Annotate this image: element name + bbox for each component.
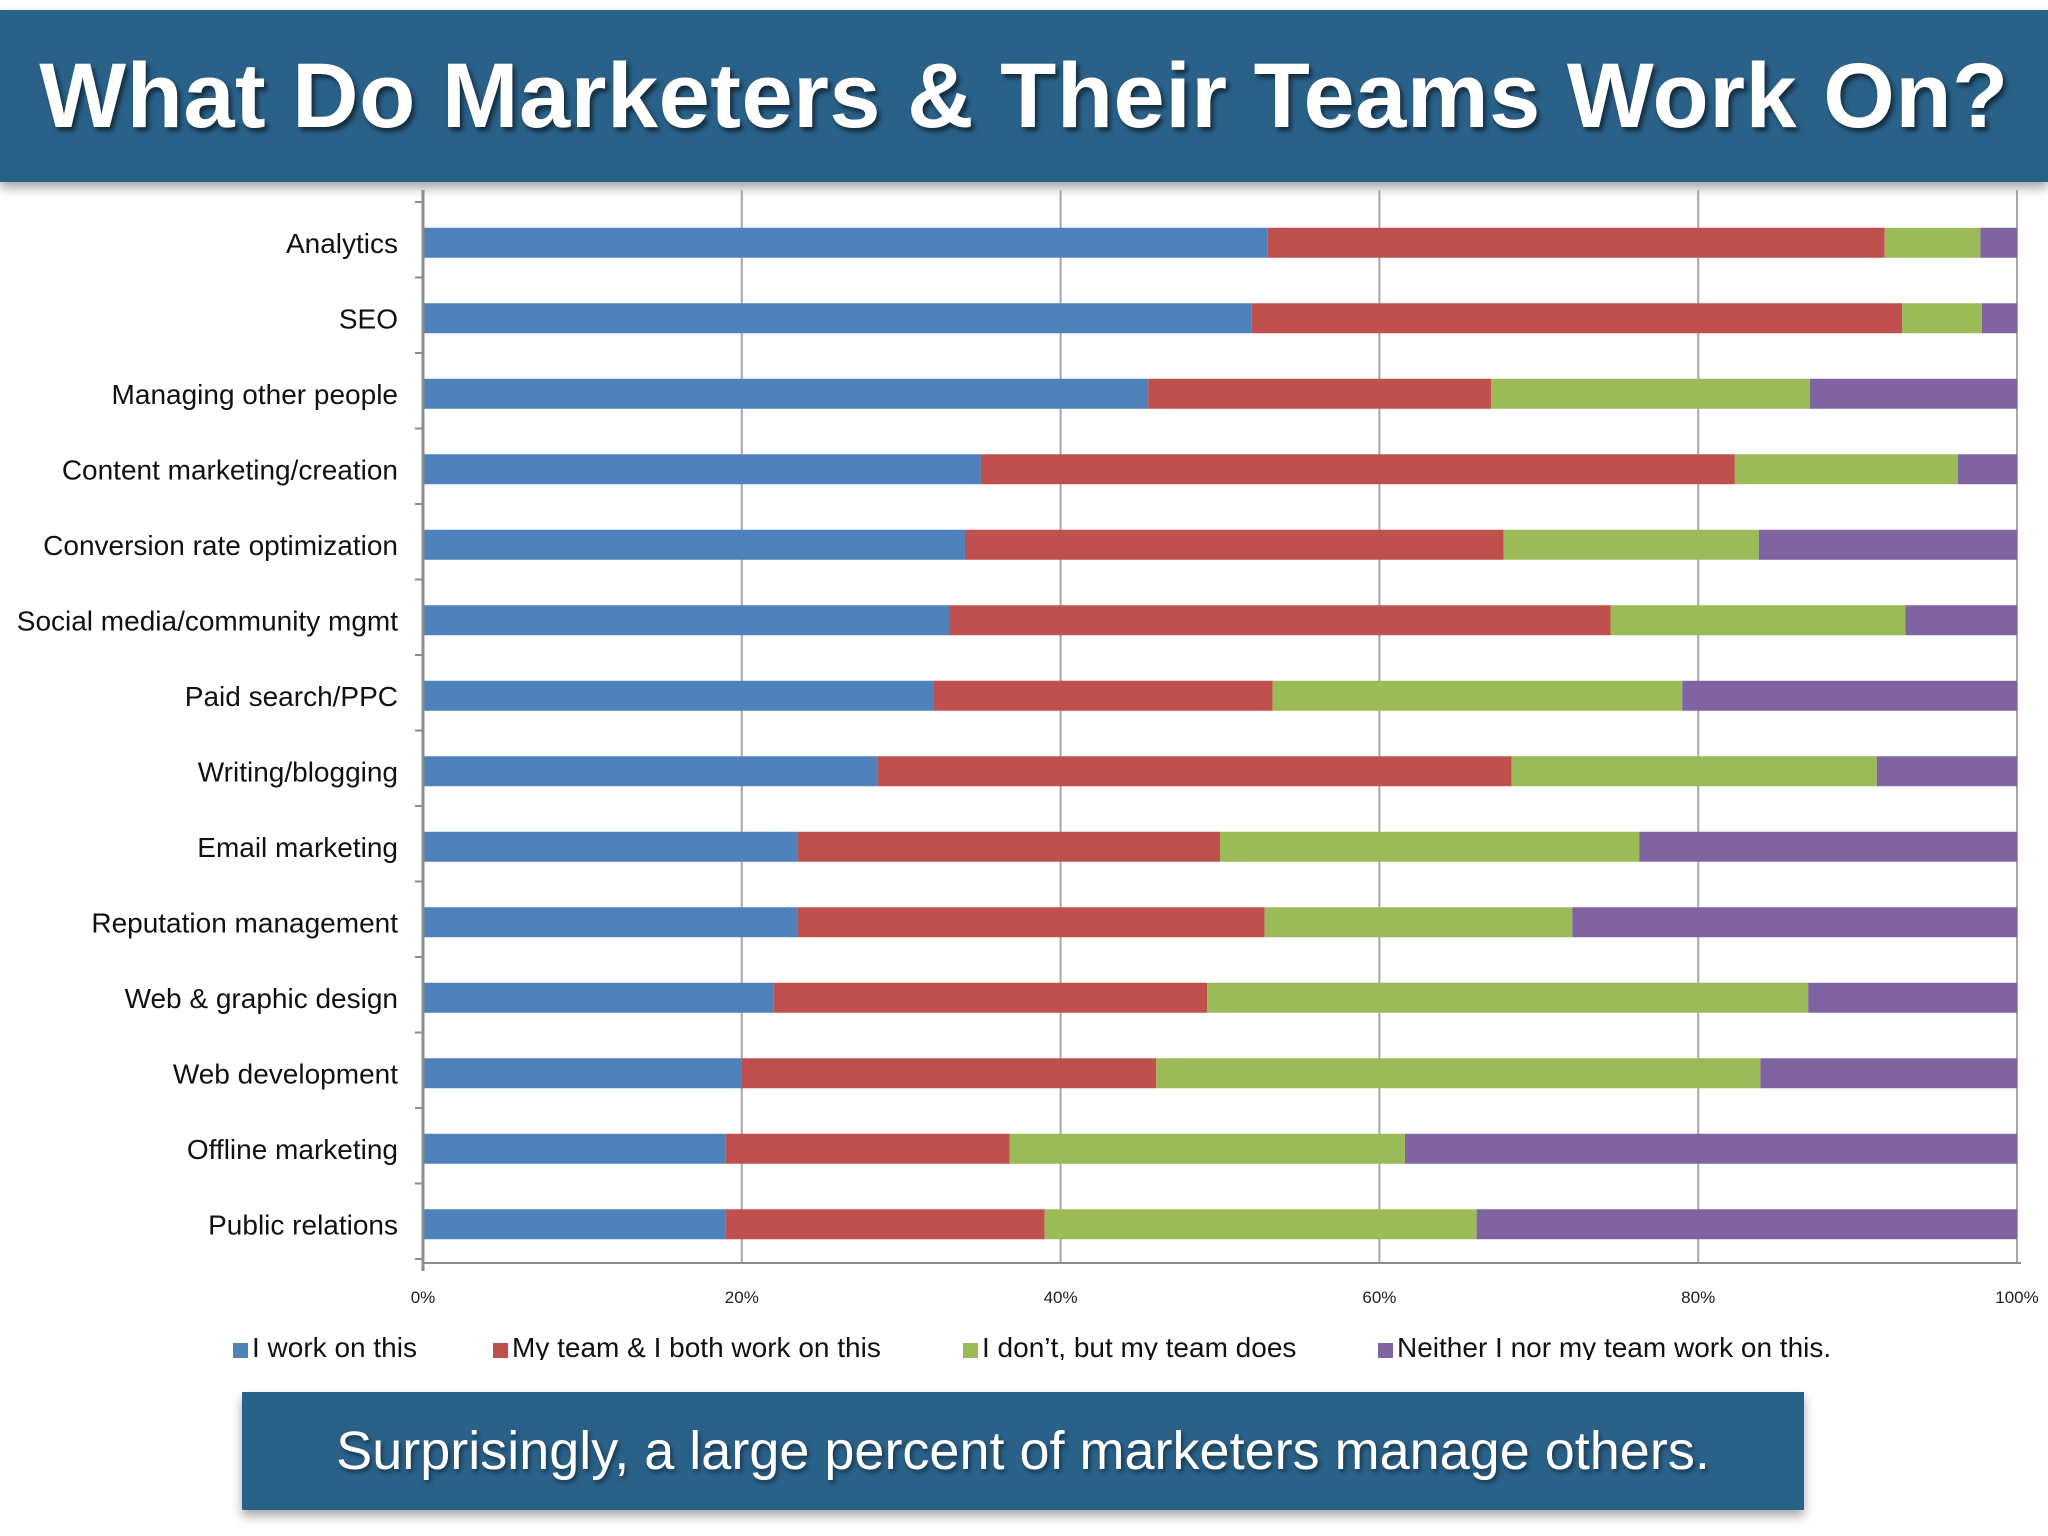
bar-segment [877, 756, 1512, 787]
gridlines [740, 190, 2018, 1263]
title-banner: What Do Marketers & Their Teams Work On? [0, 10, 2048, 182]
bar-segment [423, 605, 950, 636]
bar-segment [1511, 756, 1877, 787]
bar-segment [423, 303, 1252, 334]
caption-text: Surprisingly, a large percent of markete… [336, 1421, 1710, 1481]
bar-segment [1682, 680, 2017, 711]
bar-segment [1009, 1133, 1405, 1164]
bars [423, 227, 2017, 1240]
bar-segment [423, 227, 1268, 258]
bar-segment [1572, 907, 2017, 938]
category-label: SEO [339, 303, 398, 334]
x-tick-label: 20% [725, 1288, 759, 1307]
bar-segment [1981, 303, 2017, 334]
bar-segment [725, 1133, 1010, 1164]
bar-segment [1148, 378, 1491, 409]
bar-segment [1207, 982, 1809, 1013]
bar-segment [1490, 378, 1810, 409]
bar-segment [1760, 1058, 2017, 1089]
bar-segment [423, 378, 1149, 409]
category-label: Offline marketing [187, 1134, 398, 1165]
bar-segment [725, 1209, 1045, 1240]
legend-swatch [233, 1343, 248, 1358]
category-label: Reputation management [91, 907, 398, 938]
bar-segment [1639, 831, 2017, 862]
bar-segment [773, 982, 1208, 1013]
bar-segment [1044, 1209, 1477, 1240]
stacked-bar-chart: Analytics SEO Managing other people Content… [17, 190, 2039, 1360]
bar-segment [1220, 831, 1640, 862]
x-tick-label: 80% [1681, 1288, 1715, 1307]
legend-label: I work on this [252, 1332, 417, 1360]
category-labels: Analytics SEO Managing other people Content… [17, 228, 398, 1241]
caption-box: Surprisingly, a large percent of markete… [242, 1392, 1804, 1510]
x-tick-label: 40% [1044, 1288, 1078, 1307]
bar-segment [1809, 378, 2017, 409]
bar-segment [1980, 227, 2017, 258]
bar-segment [423, 907, 798, 938]
bar-segment [1876, 756, 2017, 787]
category-label: Public relations [208, 1209, 398, 1240]
bar-segment [1272, 680, 1683, 711]
bar-segment [1905, 605, 2017, 636]
bar-segment [1503, 529, 1759, 560]
legend-label: Neither I nor my team work on this. [1397, 1332, 1831, 1360]
legend: I work on this My team & I both work on t… [233, 1332, 1831, 1360]
legend-label: I don’t, but my team does [982, 1332, 1296, 1360]
bar-segment [980, 454, 1735, 485]
category-label: Web & graphic design [125, 983, 398, 1014]
legend-swatch [963, 1343, 978, 1358]
bar-segment [1902, 303, 1982, 334]
bar-segment [423, 831, 798, 862]
bar-segment [1758, 529, 2017, 560]
category-label: Writing/blogging [198, 756, 398, 787]
bar-segment [423, 1058, 742, 1089]
category-label: Web development [173, 1058, 398, 1089]
category-label: Social media/community mgmt [17, 605, 398, 636]
bar-segment [1808, 982, 2017, 1013]
bar-segment [1734, 454, 1959, 485]
bar-segment [933, 680, 1273, 711]
bar-segment [1404, 1133, 2017, 1164]
x-tick-label: 100% [1995, 1288, 2038, 1307]
page-title: What Do Marketers & Their Teams Work On? [39, 44, 2009, 147]
bar-segment [964, 529, 1504, 560]
bar-segment [1884, 227, 1981, 258]
axes: 0% 20% 40% 60% 80% 100% [411, 190, 2039, 1307]
category-label: Conversion rate optimization [43, 530, 398, 561]
bar-segment [1251, 303, 1903, 334]
bar-segment [423, 529, 965, 560]
category-label: Analytics [286, 228, 398, 259]
bar-segment [423, 982, 774, 1013]
bar-segment [423, 1133, 726, 1164]
bar-segment [1476, 1209, 2017, 1240]
bar-segment [423, 1209, 726, 1240]
category-label: Paid search/PPC [185, 681, 398, 712]
category-label: Managing other people [112, 379, 398, 410]
bar-segment [423, 756, 878, 787]
x-tick-label: 60% [1362, 1288, 1396, 1307]
legend-swatch [1378, 1343, 1393, 1358]
bar-segment [1958, 454, 2017, 485]
bar-segment [949, 605, 1611, 636]
bar-segment [1267, 227, 1885, 258]
bar-segment [1156, 1058, 1761, 1089]
legend-swatch [493, 1343, 508, 1358]
bar-segment [797, 907, 1265, 938]
bar-segment [1264, 907, 1573, 938]
bar-segment [423, 680, 934, 711]
category-label: Email marketing [197, 832, 398, 863]
bar-segment [1610, 605, 1906, 636]
bar-segment [797, 831, 1220, 862]
bar-segment [741, 1058, 1157, 1089]
x-tick-label: 0% [411, 1288, 436, 1307]
category-label: Content marketing/creation [62, 454, 398, 485]
bar-segment [423, 454, 981, 485]
legend-label: My team & I both work on this [512, 1332, 881, 1360]
